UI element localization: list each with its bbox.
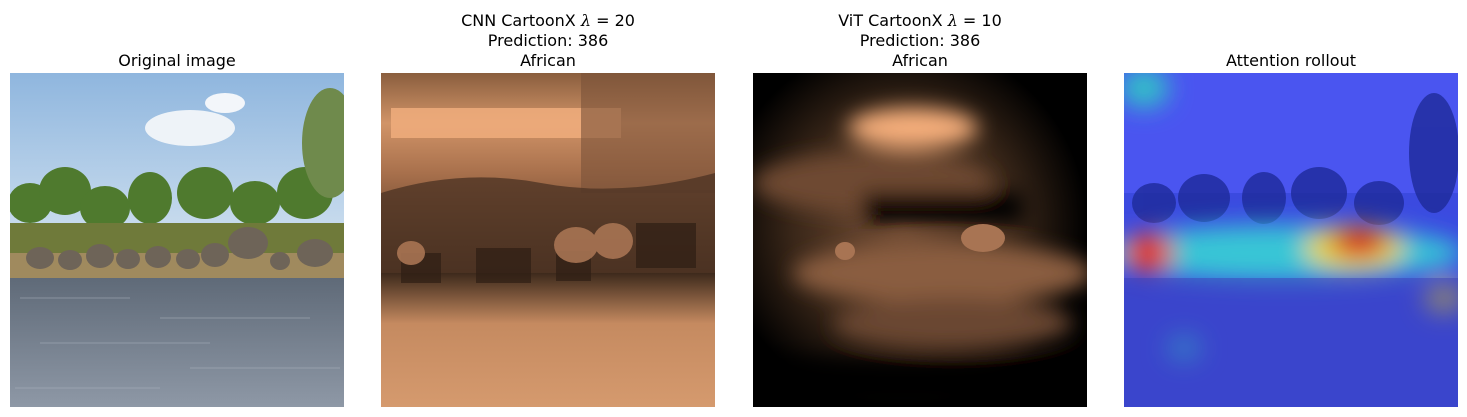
panel-attention-rollout: Attention rollout xyxy=(1124,0,1458,417)
lambda-value: = 10 xyxy=(957,11,1002,30)
title-prefix: CNN CartoonX xyxy=(461,11,581,30)
panel-cnn-cartoonx: CNN CartoonX λ = 20 Prediction: 386 Afri… xyxy=(381,0,715,417)
panel-title: ViT CartoonX λ = 10 Prediction: 386 Afri… xyxy=(723,11,1117,71)
title-line-2: Prediction: 386 xyxy=(487,31,609,50)
vit-cartoonx-image xyxy=(753,73,1087,407)
title-line-3: African xyxy=(892,51,948,70)
title-line-1: ViT CartoonX λ = 10 xyxy=(723,11,1117,31)
panel-title: Attention rollout xyxy=(1094,51,1467,71)
panel-title: CNN CartoonX λ = 20 Prediction: 386 Afri… xyxy=(351,11,745,71)
attention-rollout-image xyxy=(1124,73,1458,407)
lambda-value: = 20 xyxy=(591,11,635,30)
panel-vit-cartoonx: ViT CartoonX λ = 10 Prediction: 386 Afri… xyxy=(753,0,1087,417)
panel-original: Original image xyxy=(10,0,344,417)
lambda-symbol: λ xyxy=(580,11,591,30)
cnn-cartoonx-image xyxy=(381,73,715,407)
title-prefix: ViT CartoonX xyxy=(838,11,948,30)
panel-title: Original image xyxy=(0,51,374,71)
title-line-1: Original image xyxy=(118,51,236,70)
lambda-symbol: λ xyxy=(947,11,958,30)
title-line-3: African xyxy=(520,51,576,70)
title-line-1: Attention rollout xyxy=(1225,51,1357,70)
title-line-2: Prediction: 386 xyxy=(859,31,981,50)
title-line-1: CNN CartoonX λ = 20 xyxy=(351,11,745,31)
original-image xyxy=(10,73,344,407)
